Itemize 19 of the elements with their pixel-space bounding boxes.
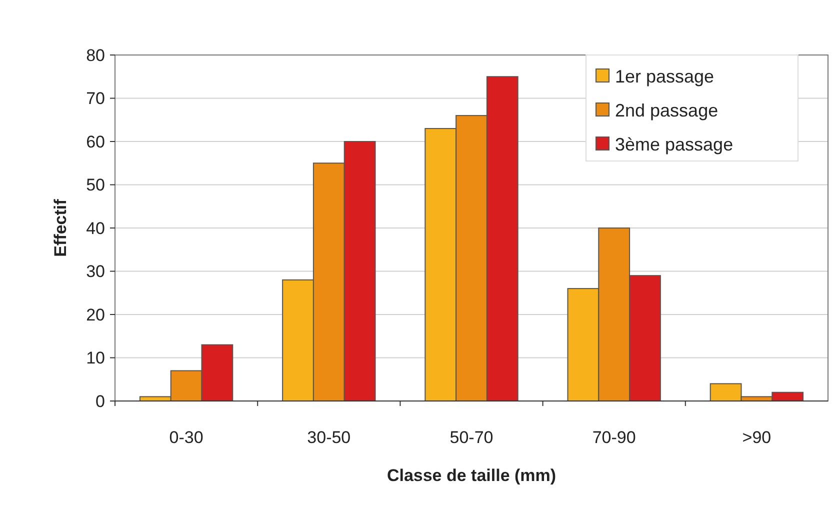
y-tick-label: 50 <box>86 176 105 195</box>
y-tick-label: 40 <box>86 218 105 238</box>
y-tick-label: 80 <box>86 46 105 65</box>
x-tick-label: 70-90 <box>592 428 636 447</box>
y-tick-label: 70 <box>86 89 105 108</box>
y-tick-label: 30 <box>86 262 105 282</box>
x-tick-label: 30-50 <box>307 428 351 447</box>
x-tick-label: >90 <box>742 428 772 447</box>
x-tick-label: 50-70 <box>450 428 494 447</box>
y-tick-label: 20 <box>86 305 105 324</box>
legend-label: 3ème passage <box>615 134 734 154</box>
x-axis-title: Classe de taille (mm) <box>386 466 556 485</box>
y-tick-label: 0 <box>96 392 105 411</box>
y-tick-label: 60 <box>86 132 105 152</box>
legend-label: 2nd passage <box>615 100 718 120</box>
legend-label: 1er passage <box>615 66 714 86</box>
y-tick-label: 10 <box>86 348 105 368</box>
y-axis-title: Effectif <box>51 198 70 257</box>
x-tick-label: 0-30 <box>169 428 204 447</box>
